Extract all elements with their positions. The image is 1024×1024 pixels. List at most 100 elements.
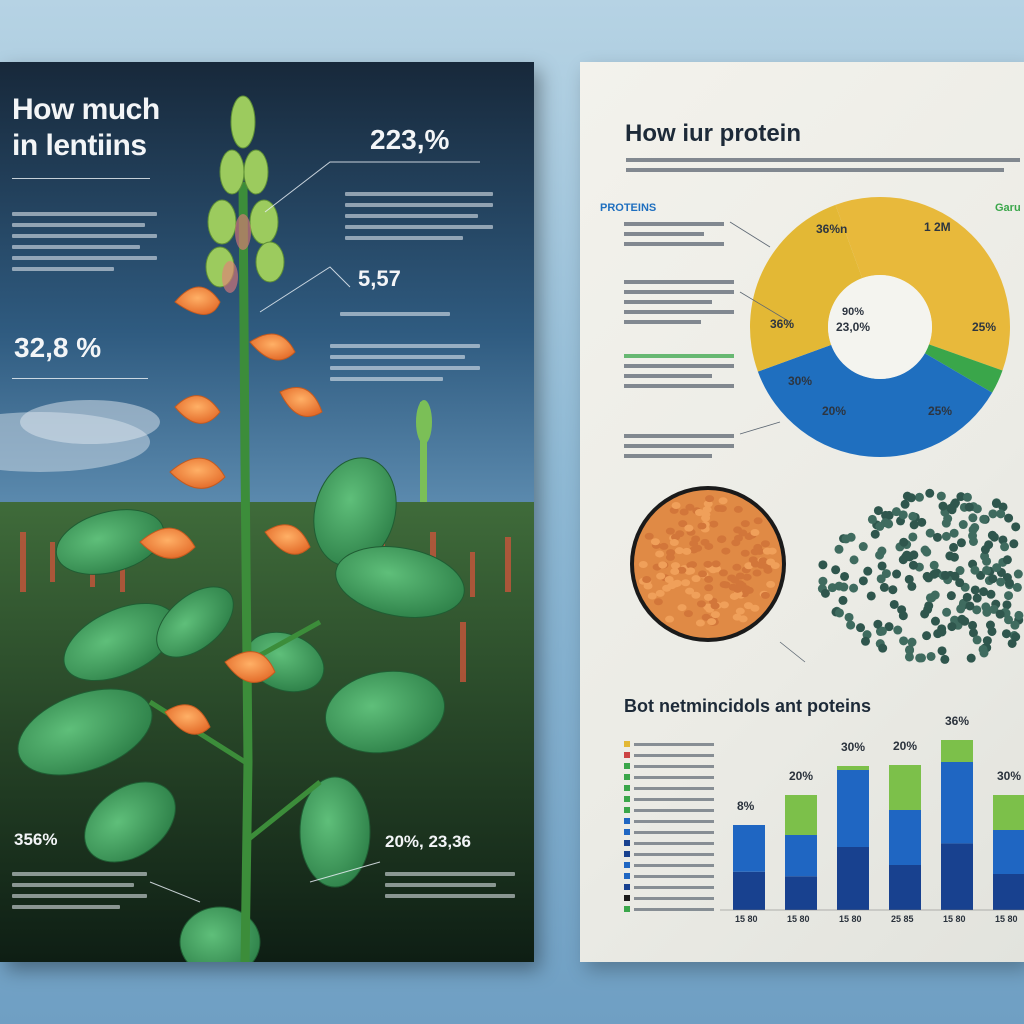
green-lentil	[1010, 620, 1020, 630]
stat-left-mid: 32,8 %	[14, 332, 102, 363]
stat-mid-right: 5,57	[358, 266, 401, 291]
green-lentil	[856, 623, 866, 633]
red-lentil	[703, 603, 713, 611]
green-lentil	[989, 604, 999, 614]
red-lentil	[729, 592, 739, 600]
green-lentil	[964, 502, 974, 512]
green-lentil	[914, 492, 924, 502]
green-lentil	[947, 503, 957, 513]
green-lentil	[987, 530, 997, 540]
green-lentil	[984, 540, 994, 550]
green-lentil	[840, 571, 850, 581]
label-other: Garu	[995, 202, 1021, 214]
green-lentil	[949, 542, 959, 552]
red-lentil	[703, 593, 713, 601]
legend-swatch	[624, 829, 630, 835]
green-lentil	[1004, 513, 1014, 523]
red-lentil	[704, 584, 714, 592]
bar-axis-label: 15 80	[943, 914, 966, 924]
right-body-text-1	[345, 192, 493, 247]
right-bottom-text	[385, 872, 515, 905]
donut-chart	[750, 196, 1010, 457]
red-lentil	[732, 613, 742, 621]
green-lentil	[956, 492, 966, 502]
red-lentil	[742, 573, 752, 581]
legend-swatch	[624, 741, 630, 747]
green-lentil	[820, 588, 830, 598]
green-lentil	[891, 507, 901, 517]
red-lentil	[740, 520, 750, 528]
green-lentil	[873, 619, 883, 629]
red-lentil	[696, 600, 706, 608]
bar-0-blue	[733, 825, 765, 872]
red-lentil	[762, 547, 772, 555]
green-lentil	[956, 604, 966, 614]
green-lentil	[877, 626, 887, 636]
green-lentil	[1004, 591, 1014, 601]
red-lentil	[728, 583, 738, 591]
red-lentil	[750, 529, 760, 537]
red-lentil	[691, 591, 701, 599]
stat-left-bottom: 356%	[14, 830, 58, 849]
red-lentil	[740, 549, 750, 557]
red-lentil	[686, 561, 696, 569]
green-lentil	[898, 611, 908, 621]
bar-legend-row	[624, 872, 714, 880]
green-lentil	[972, 593, 982, 603]
bar-1-dark	[785, 876, 817, 910]
title-divider	[12, 178, 150, 179]
green-lentil	[981, 602, 991, 612]
stat-mid-caption	[340, 312, 450, 323]
red-lentil	[703, 500, 713, 508]
bar-legend-row	[624, 905, 714, 913]
green-lentil	[920, 609, 930, 619]
red-lentil	[682, 547, 692, 555]
green-lentil	[995, 609, 1005, 619]
red-lentil	[678, 520, 688, 528]
red-lentil	[686, 567, 696, 575]
pie-center-value-2: 23,0%	[836, 320, 871, 334]
bar-2-blue	[837, 770, 869, 847]
green-lentil	[946, 591, 956, 601]
red-lentil	[674, 547, 684, 555]
green-lentil	[957, 614, 967, 624]
green-lentil	[844, 612, 854, 622]
red-lentil	[757, 561, 767, 569]
green-lentil	[1001, 629, 1011, 639]
green-lentil	[929, 560, 939, 570]
green-lentil	[870, 529, 880, 539]
red-lentil	[718, 569, 728, 577]
green-lentil	[1004, 578, 1014, 588]
red-lentil	[689, 546, 699, 554]
green-lentil	[866, 591, 876, 601]
red-lentil	[685, 587, 695, 595]
green-lentil	[996, 577, 1006, 587]
red-lentil	[704, 542, 714, 550]
green-lentil	[925, 528, 935, 538]
chart-graphics	[630, 196, 1024, 911]
bar-legend-row	[624, 751, 714, 759]
green-lentil	[942, 607, 952, 617]
green-lentil	[834, 544, 844, 554]
green-lentil	[1002, 600, 1012, 610]
stat-right-bottom: 20%, 23,36	[385, 832, 472, 851]
left-bottom-text	[12, 872, 147, 916]
red-lentil	[760, 540, 770, 548]
bar-legend-row	[624, 883, 714, 891]
red-lentil	[752, 569, 762, 577]
green-lentil	[968, 620, 978, 630]
bar-legend-row	[624, 850, 714, 858]
green-lentil	[996, 509, 1006, 519]
legend-text-line	[634, 797, 714, 801]
green-lentil	[926, 651, 936, 661]
green-lentil	[858, 542, 868, 552]
green-lentil	[863, 566, 873, 576]
legend-text-2	[624, 354, 734, 394]
green-lentil	[878, 643, 888, 653]
red-lentil-bowl	[630, 486, 786, 642]
red-lentil	[644, 532, 654, 540]
green-lentil	[972, 504, 982, 514]
legend-text-line	[634, 907, 714, 911]
bar-chart	[720, 740, 1024, 911]
red-lentil	[681, 579, 691, 587]
